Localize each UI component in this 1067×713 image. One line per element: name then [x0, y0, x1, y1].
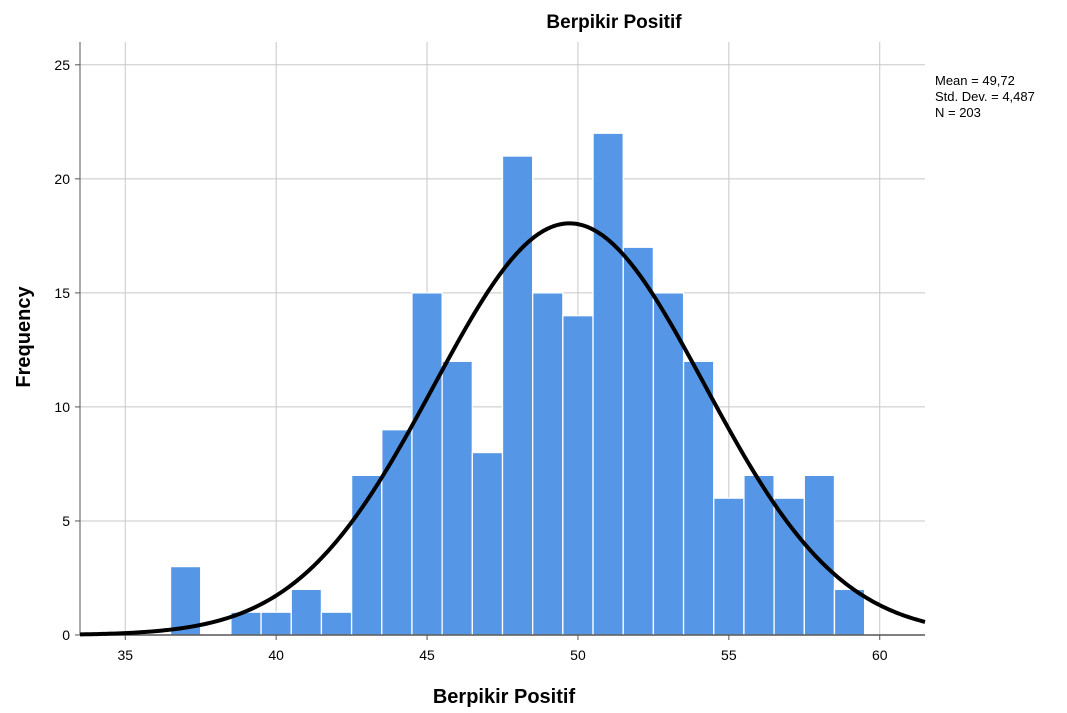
histogram-bar: [592, 132, 624, 636]
y-tick-label: 10: [54, 399, 70, 415]
chart-title: Berpikir Positif: [546, 12, 682, 33]
y-tick-label: 0: [62, 627, 70, 643]
x-axis-title: Berpikir Positif: [433, 686, 576, 708]
axes: [75, 42, 925, 640]
x-tick-label: 55: [721, 647, 737, 663]
histogram-bar: [652, 292, 685, 636]
histogram-bar: [411, 292, 443, 636]
normal-curve: [79, 221, 926, 637]
histogram-bar: [622, 246, 655, 636]
x-tick-label: 50: [570, 647, 586, 663]
tick-labels: 35 40 45 50 55 60 0 5 10 15 20 25: [54, 57, 887, 663]
histogram-bar: [501, 155, 534, 636]
y-axis-title: Frequency: [13, 286, 35, 388]
histogram-bar: [290, 588, 323, 636]
histogram-bar: [773, 497, 805, 636]
histogram-bar: [833, 588, 866, 636]
bars: [169, 132, 866, 636]
x-tick-label: 35: [117, 647, 133, 663]
y-tick-label: 5: [62, 513, 70, 529]
stat-std-dev: Std. Dev. = 4,487: [935, 89, 1035, 104]
x-tick-label: 40: [268, 647, 284, 663]
histogram-bar: [260, 611, 292, 636]
normal-curve-layer: [79, 221, 926, 637]
histogram-bar: [803, 474, 836, 636]
histogram-bar: [471, 451, 504, 636]
stats-box: Mean = 49,72 Std. Dev. = 4,487 N = 203: [935, 73, 1035, 120]
y-tick-label: 25: [54, 57, 70, 73]
histogram-bar: [441, 360, 473, 636]
y-tick-label: 20: [54, 171, 70, 187]
histogram-bar: [381, 429, 413, 636]
histogram-bar: [320, 611, 353, 636]
histogram-bar: [562, 315, 594, 636]
histogram-bar: [682, 360, 715, 636]
y-tick-label: 15: [54, 285, 70, 301]
stat-mean: Mean = 49,72: [935, 73, 1015, 88]
x-tick-label: 60: [872, 647, 888, 663]
stat-n: N = 203: [935, 105, 981, 120]
histogram-bar: [532, 292, 564, 636]
x-tick-label: 45: [419, 647, 435, 663]
histogram-bar: [169, 565, 202, 636]
histogram-bar: [713, 497, 745, 636]
